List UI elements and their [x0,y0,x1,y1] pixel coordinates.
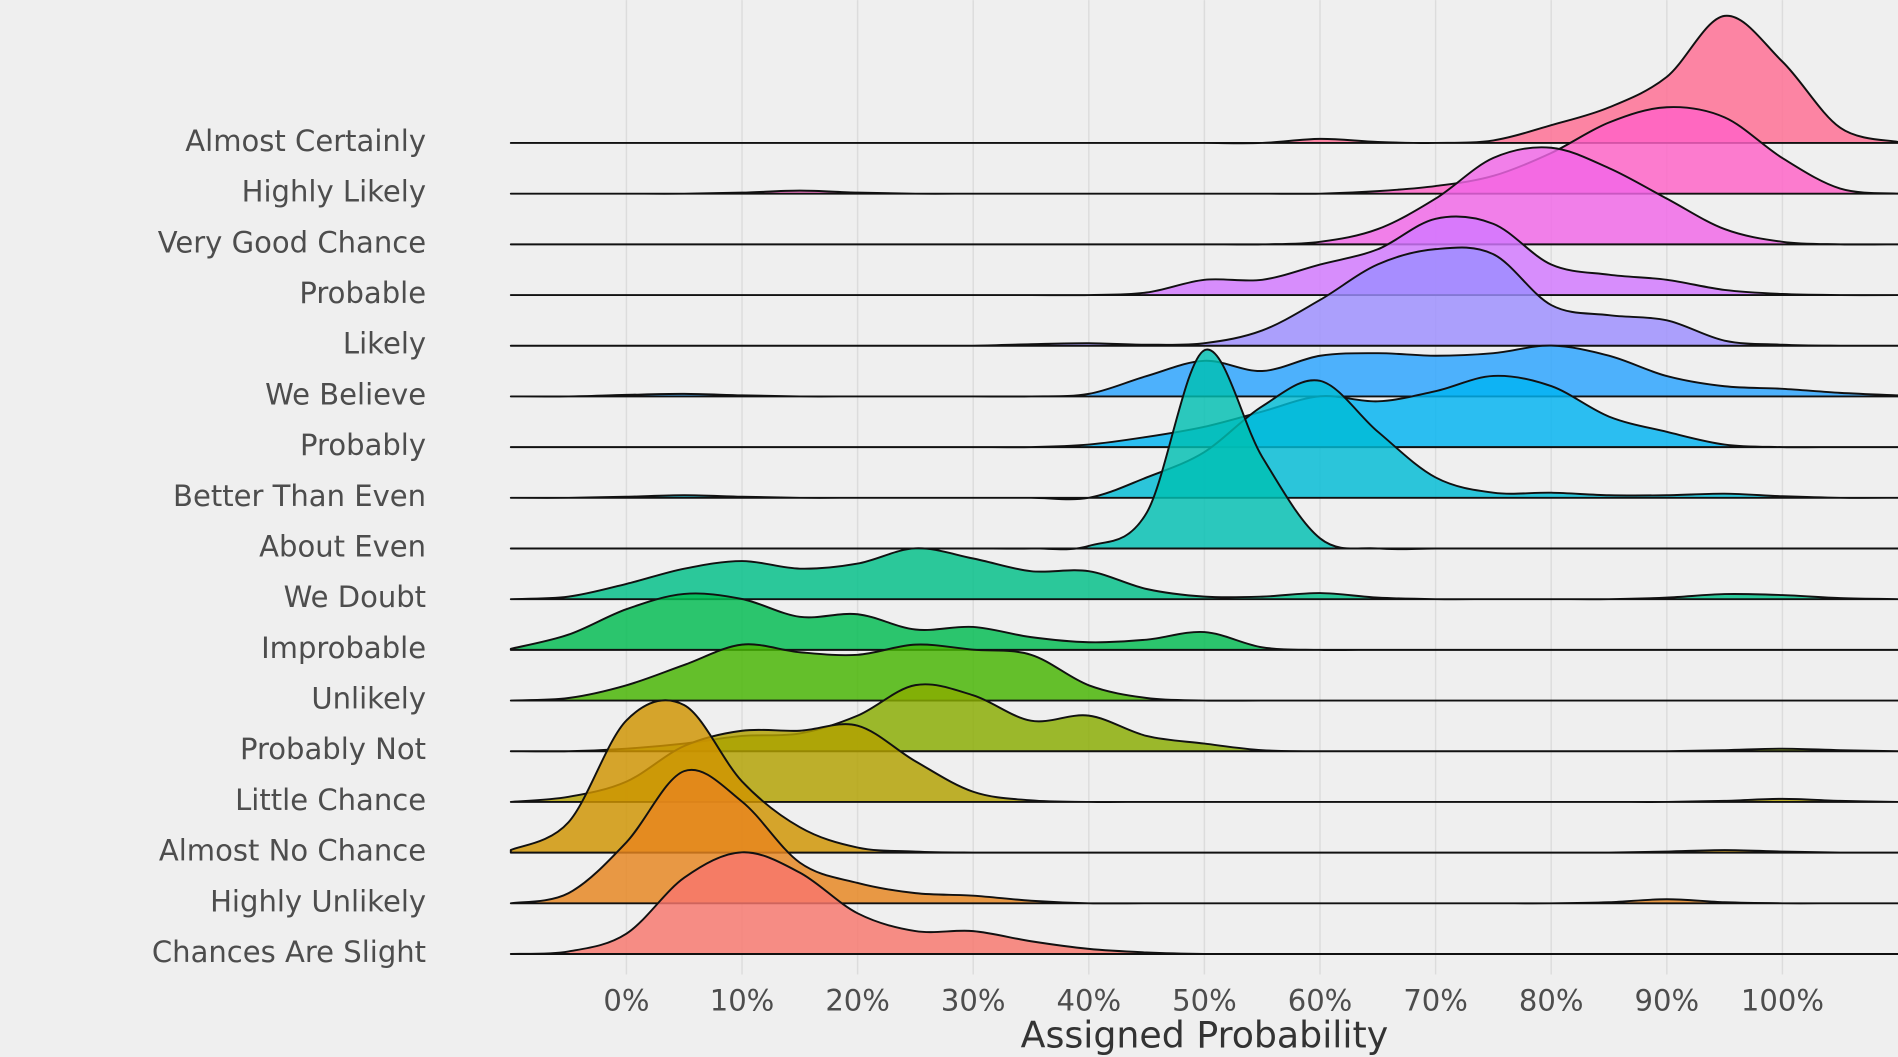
ridge [509,643,1898,702]
category-label: Improbable [261,631,426,665]
category-label: Very Good Chance [158,225,426,259]
category-label: Probably [300,428,426,462]
category-label: About Even [259,529,426,563]
ridge [509,851,1898,956]
category-label: Unlikely [311,682,426,716]
x-tick-label: 20% [825,983,890,1017]
x-tick-label: 90% [1635,983,1700,1017]
x-tick-label: 100% [1741,983,1824,1017]
x-axis-title: Assigned Probability [1021,1013,1389,1056]
category-label: Probably Not [240,732,426,766]
ridge [509,768,1898,905]
category-label: Almost No Chance [159,834,426,868]
category-label: Little Chance [235,783,426,817]
category-label: Highly Likely [242,175,426,209]
category-label: Almost Certainly [185,124,426,158]
x-tick-label: 10% [710,983,775,1017]
ridge [509,246,1898,347]
category-label: We Doubt [284,580,427,614]
x-tick-label: 50% [1172,983,1237,1017]
x-tick-label: 80% [1519,983,1584,1017]
category-label: We Believe [265,377,426,411]
x-tick-label: 60% [1288,983,1353,1017]
ridges [509,14,1898,956]
labels: 0% 10% 20% 30% 40% 50% 60% 70% 80% 90% 100% Almost … [152,124,1824,1017]
x-tick-label: 40% [1057,983,1122,1017]
x-tick-label: 0% [603,983,649,1017]
ridge [509,348,1898,551]
category-label: Highly Unlikely [210,884,426,918]
ridge [509,592,1898,652]
category-label: Better Than Even [173,479,426,513]
x-tick-label: 30% [941,983,1006,1017]
x-tick-label: 70% [1403,983,1468,1017]
ridge [509,215,1898,297]
ridge [509,547,1898,601]
ridge [509,146,1898,246]
category-label: Chances Are Slight [152,935,426,969]
category-label: Probable [299,276,426,310]
category-label: Likely [343,327,426,361]
ridge [509,14,1898,145]
ridge [509,723,1898,803]
